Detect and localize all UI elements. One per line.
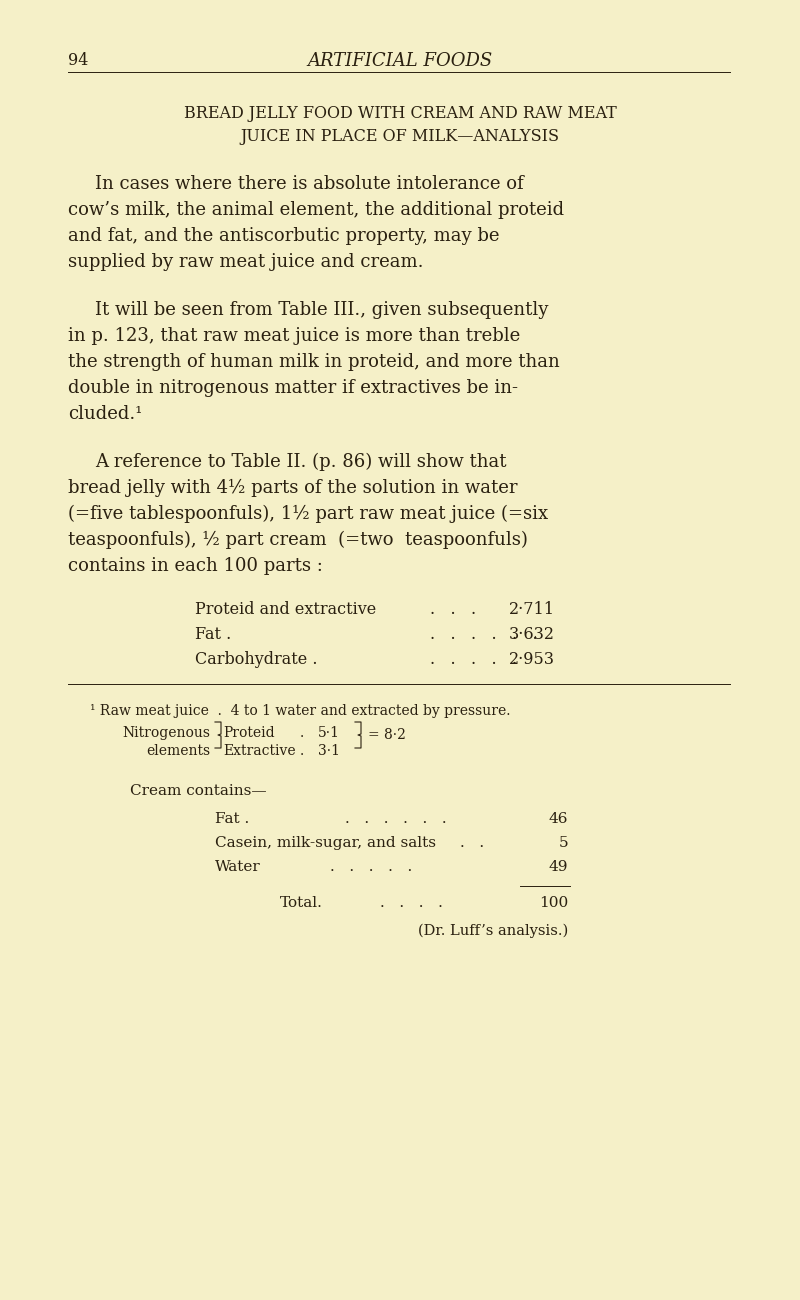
Text: 49: 49 [549,861,568,874]
Text: bread jelly with 4½ parts of the solution in water: bread jelly with 4½ parts of the solutio… [68,478,518,497]
Text: Fat .: Fat . [215,812,250,826]
Text: In cases where there is absolute intolerance of: In cases where there is absolute intoler… [95,176,524,192]
Text: Carbohydrate .: Carbohydrate . [195,651,318,668]
Text: .   .: . . [460,836,484,850]
Text: elements: elements [146,744,210,758]
Text: 2·953: 2·953 [509,651,555,668]
Text: Total.: Total. [280,896,323,910]
Text: .   .   .   .   .   .: . . . . . . [345,812,446,826]
Text: Proteid and extractive: Proteid and extractive [195,601,376,618]
Text: 100: 100 [538,896,568,910]
Text: .   .   .   .   .   .: . . . . . . [430,627,538,644]
Text: 5: 5 [558,836,568,850]
Text: .   .   .: . . . [430,601,476,618]
Text: 2·711: 2·711 [509,601,555,618]
Text: 94: 94 [68,52,88,69]
Text: A reference to Table II. (p. 86) will show that: A reference to Table II. (p. 86) will sh… [95,452,506,472]
Text: JUICE IN PLACE OF MILK—ANALYSIS: JUICE IN PLACE OF MILK—ANALYSIS [241,127,559,146]
Text: ¹ Raw meat juice  .  4 to 1 water and extracted by pressure.: ¹ Raw meat juice . 4 to 1 water and extr… [90,705,510,718]
Text: double in nitrogenous matter if extractives be in-: double in nitrogenous matter if extracti… [68,380,518,396]
Text: cow’s milk, the animal element, the additional proteid: cow’s milk, the animal element, the addi… [68,202,564,218]
Text: Cream contains—: Cream contains— [130,784,266,798]
Text: 3·1: 3·1 [318,744,340,758]
Text: the strength of human milk in proteid, and more than: the strength of human milk in proteid, a… [68,354,560,370]
Text: BREAD JELLY FOOD WITH CREAM AND RAW MEAT: BREAD JELLY FOOD WITH CREAM AND RAW MEAT [184,105,616,122]
Text: ARTIFICIAL FOODS: ARTIFICIAL FOODS [307,52,493,70]
Text: supplied by raw meat juice and cream.: supplied by raw meat juice and cream. [68,254,423,270]
Text: Proteid: Proteid [223,725,274,740]
Text: .   .   .   .: . . . . [380,896,443,910]
Text: = 8·2: = 8·2 [368,728,406,742]
Text: 46: 46 [549,812,568,826]
Text: 5·1: 5·1 [318,725,340,740]
Text: (=five tablespoonfuls), 1½ part raw meat juice (=six: (=five tablespoonfuls), 1½ part raw meat… [68,504,548,523]
Text: Nitrogenous: Nitrogenous [122,725,210,740]
Text: (Dr. Luff’s analysis.): (Dr. Luff’s analysis.) [418,924,568,939]
Text: 3·632: 3·632 [509,627,555,644]
Text: .: . [300,725,304,740]
Text: Water: Water [215,861,261,874]
Text: .: . [300,744,304,758]
Text: Fat .: Fat . [195,627,231,644]
Text: It will be seen from Table III., given subsequently: It will be seen from Table III., given s… [95,302,548,318]
Text: .   .   .   .   .: . . . . . [430,651,517,668]
Text: .   .   .   .   .: . . . . . [330,861,412,874]
Text: Casein, milk-sugar, and salts: Casein, milk-sugar, and salts [215,836,436,850]
Text: and fat, and the antiscorbutic property, may be: and fat, and the antiscorbutic property,… [68,227,499,244]
Text: cluded.¹: cluded.¹ [68,406,142,423]
Text: in p. 123, that raw meat juice is more than treble: in p. 123, that raw meat juice is more t… [68,328,520,345]
Text: contains in each 100 parts :: contains in each 100 parts : [68,556,323,575]
Text: teaspoonfuls), ½ part cream  (=two  teaspoonfuls): teaspoonfuls), ½ part cream (=two teaspo… [68,530,528,549]
Text: Extractive: Extractive [223,744,296,758]
